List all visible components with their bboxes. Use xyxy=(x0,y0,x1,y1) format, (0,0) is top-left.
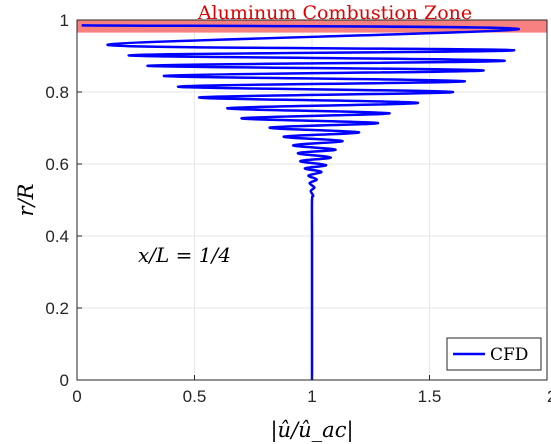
band-label: Aluminum Combustion Zone xyxy=(197,2,472,24)
y-tick-label: 0.2 xyxy=(45,299,69,318)
y-tick-label: 0.8 xyxy=(45,83,69,102)
series-layer xyxy=(81,24,521,381)
series-line-cfd xyxy=(81,24,521,381)
x-axis-label: |û/û_ac| xyxy=(270,418,353,443)
annotation-text: x/L = 1/4 xyxy=(138,243,231,267)
legend: CFD xyxy=(446,337,542,371)
tick-labels: 0 0.5 1 1.5 2 0 0.2 0.4 0.6 0.8 1 xyxy=(45,11,551,406)
x-tick-label: 0.5 xyxy=(183,387,207,406)
x-tick-label: 2 xyxy=(547,387,551,406)
y-tick-label: 1 xyxy=(60,11,69,30)
legend-label-cfd: CFD xyxy=(490,345,528,365)
ticks xyxy=(76,19,548,381)
x-tick-label: 1 xyxy=(307,387,316,406)
y-tick-label: 0.6 xyxy=(45,155,69,174)
x-tick-label: 0 xyxy=(72,387,81,406)
y-tick-label: 0 xyxy=(60,371,69,390)
x-tick-label: 1.5 xyxy=(418,387,442,406)
y-tick-label: 0.4 xyxy=(45,227,69,246)
y-axis-label: r/R xyxy=(14,183,38,216)
